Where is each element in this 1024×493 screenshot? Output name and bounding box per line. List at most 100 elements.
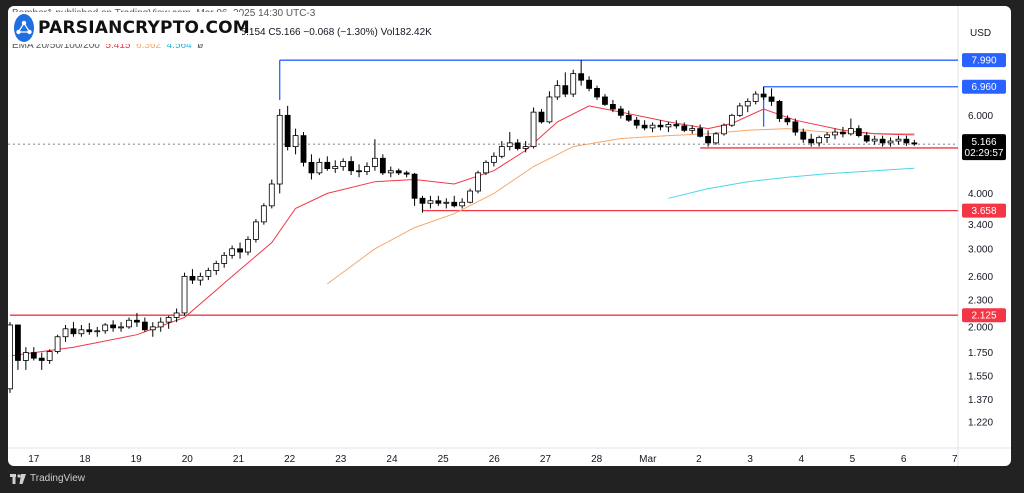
tradingview-icon [10,473,26,484]
ema100-value: 4.564 [166,40,192,51]
candle-body [475,172,481,192]
level-label: 6.960 [971,82,996,93]
candle-body [284,114,291,148]
candle-body [633,119,640,126]
countdown-label: 02:29:57 [965,148,1004,159]
candle-body [483,161,489,174]
y-tick-label: 2.000 [968,322,993,333]
candle-body [276,114,283,185]
candle-body [197,275,204,281]
candle-body [609,104,616,110]
candle-body [62,328,69,338]
candle-body [54,336,61,352]
x-tick-label: 24 [386,454,398,465]
level-label: 2.125 [971,311,996,322]
x-tick-label: 3 [747,454,753,465]
candle-body [832,131,838,136]
x-tick-label: 23 [335,454,347,465]
candle-body [181,275,188,314]
tradingview-logo[interactable]: TradingView [10,473,85,484]
candle-body [490,155,497,163]
candle-body [467,190,474,203]
candle-body [744,100,751,107]
candle-body [855,128,862,137]
candle-body [911,142,918,145]
candle-body [784,118,791,123]
candle-body [594,88,600,98]
candle-body [86,329,93,333]
candle-body [728,114,735,126]
candle-body [736,105,743,116]
candle-body [46,351,53,361]
candle-body [356,170,362,173]
y-tick-label: 1.750 [968,348,993,359]
candle-body [141,321,148,331]
ohlc-line: L5.154 C5.166 −0.068 (−1.30%) Vol182.42K [235,27,432,38]
candle-body [768,96,775,102]
x-tick-label: 27 [540,454,552,465]
candle-body [657,124,664,128]
candle-body [514,142,521,149]
y-tick-label: 6.000 [968,111,993,122]
candle-body [506,142,513,148]
candle-body [324,161,331,169]
candle-body [816,137,823,144]
candle-body [157,321,164,328]
candle-body [808,138,815,144]
candle-body [435,200,442,204]
candle-body [578,73,585,81]
candle-body [617,108,624,116]
candle-body [8,324,13,390]
y-tick-label: 1.550 [968,371,993,382]
candle-body [863,135,870,142]
candle-body [419,197,426,204]
y-tick-label: 3.000 [968,244,993,255]
ema200-value: ø [197,40,204,51]
y-tick-label: 2.300 [968,295,993,306]
x-tick-label: 7 [952,454,958,465]
candle-body [102,324,109,332]
candle-body [94,330,101,333]
candle-body [641,124,648,129]
candle-body [268,183,275,207]
candle-body [205,270,212,277]
candle-body [665,124,672,128]
level-label-bg [962,53,1006,68]
candle-body [697,128,704,137]
candle-body [602,96,608,105]
candle-body [649,124,656,129]
candle-body [260,205,267,223]
candle-body [292,135,299,148]
network-icon [14,14,34,42]
candle-body [78,329,85,335]
y-tick-label: 1.370 [968,395,993,406]
price-chart[interactable]: 6.000 4.000 3.400 3.000 2.600 2.300 2.000 1.750… [8,6,1011,466]
candle-body [403,172,410,175]
candle-body [586,79,592,89]
candle-body [554,85,561,98]
currency-label: USD [970,28,992,39]
candle-body [625,114,632,121]
candle-body [689,128,696,131]
candle-body [364,166,370,172]
x-tick-label: 5 [850,454,856,465]
candle-body [903,138,910,144]
x-tick-label: 22 [284,454,296,465]
x-tick-label: 18 [79,454,91,465]
candle-body [792,121,799,133]
candle-body [118,326,124,329]
candle-body [189,275,196,281]
candle-body [372,157,378,167]
candle-body [149,326,156,331]
x-tick-label: 26 [489,454,501,465]
ema20-value: 5.415 [105,40,131,51]
chart-panel: 6.000 4.000 3.400 3.000 2.600 2.300 2.000 1.750… [8,6,1011,466]
watermark-logo: PARSIANCRYPTO.COM [10,12,250,44]
candle-body [800,131,807,140]
candle-body [253,221,259,240]
level-label: 7.990 [971,56,996,67]
candle-body [165,317,172,323]
candle-body [300,135,307,163]
candle-body [229,248,236,256]
